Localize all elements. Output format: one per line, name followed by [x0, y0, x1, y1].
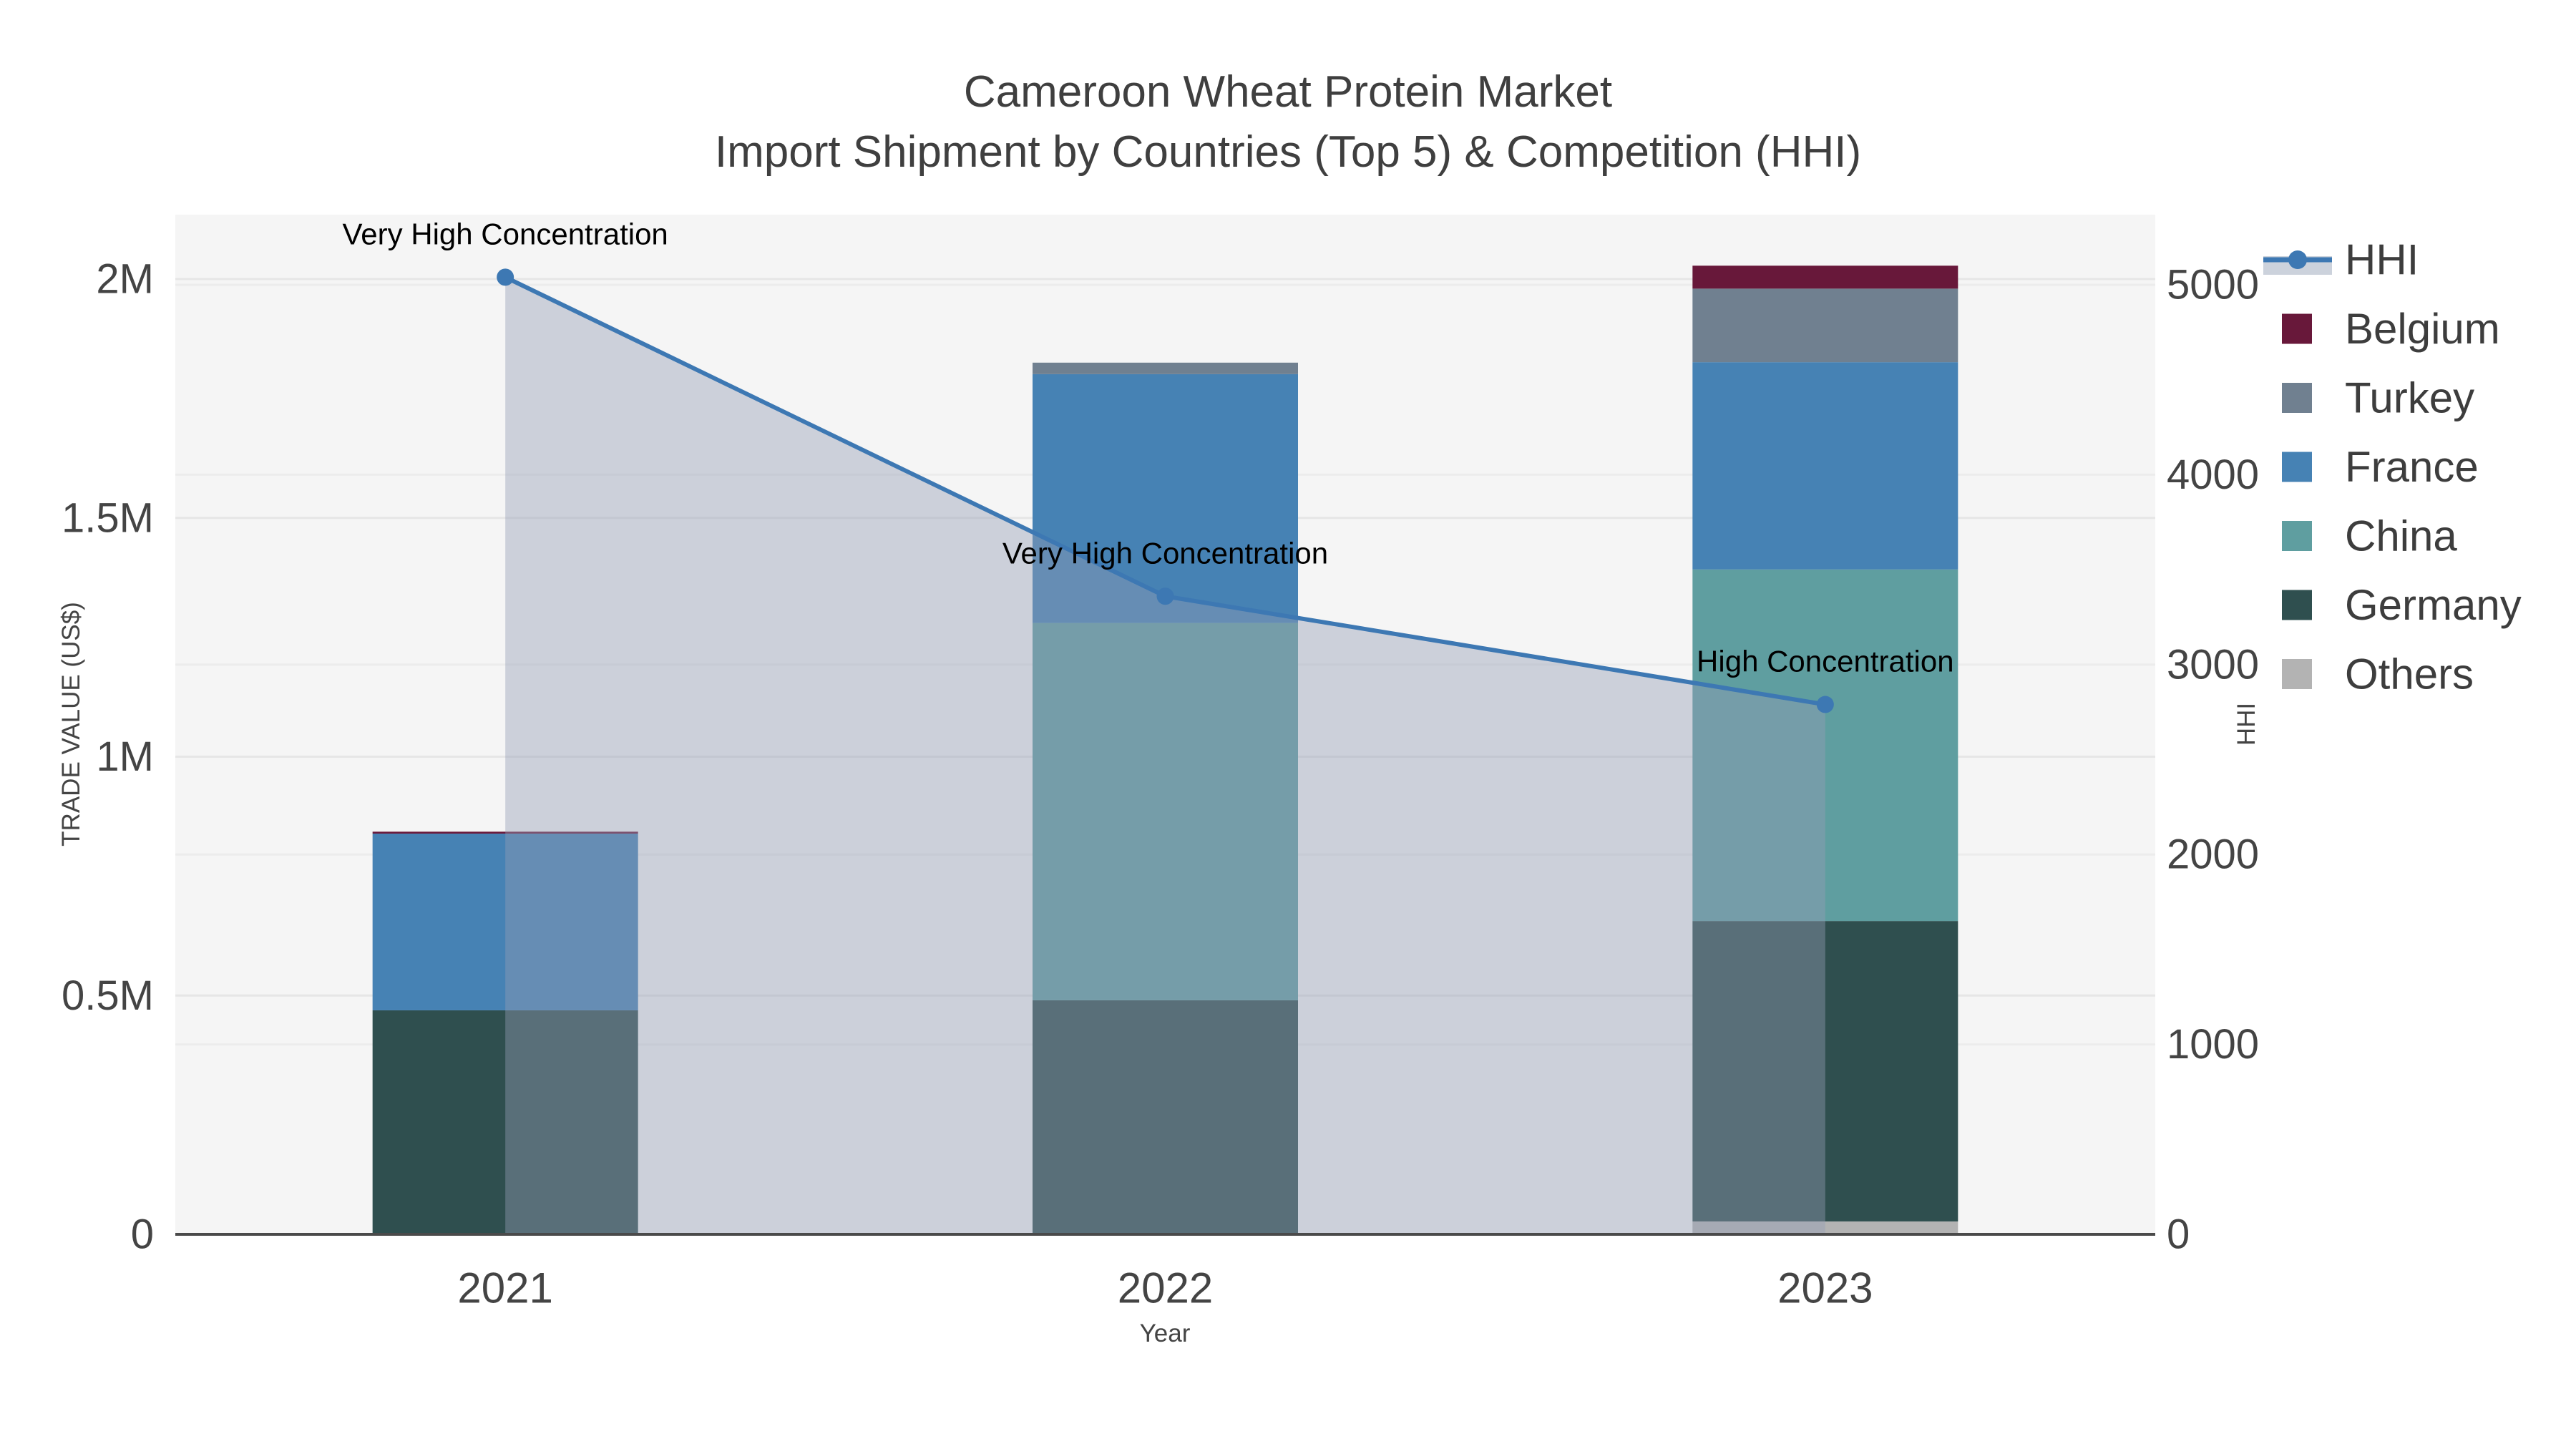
y-right-tick: 1000 — [2167, 1021, 2259, 1068]
bar-segment-turkey-2022[interactable] — [1033, 362, 1298, 374]
y-left-tick: 1M — [96, 733, 154, 780]
bar-segment-france-2023[interactable] — [1692, 362, 1958, 570]
y-left-tick: 1.5M — [62, 494, 154, 541]
legend-item-others[interactable]: Others — [2345, 650, 2474, 698]
x-tick-2022: 2022 — [1118, 1264, 1213, 1312]
legend-swatch-belgium-icon — [2282, 313, 2312, 344]
legend-swatch-france-icon — [2282, 452, 2312, 482]
y-axis-right-title: HHI — [2233, 702, 2260, 746]
y-right-tick: 0 — [2167, 1211, 2190, 1258]
bar-segment-turkey-2023[interactable] — [1692, 288, 1958, 363]
y-right-tick: 5000 — [2167, 262, 2259, 308]
y-right-tick: 3000 — [2167, 641, 2259, 688]
x-tick-2021: 2021 — [457, 1264, 552, 1312]
x-tick-2023: 2023 — [1777, 1264, 1873, 1312]
bar-segment-germany-2022[interactable] — [1033, 1000, 1298, 1234]
y-right-tick: 4000 — [2167, 452, 2259, 498]
bar-segment-china-2022[interactable] — [1033, 623, 1298, 1000]
bar-segment-belgium-2021[interactable] — [372, 831, 638, 834]
y-axis-left-title: TRADE VALUE (US$) — [57, 602, 85, 847]
legend-swatch-germany-icon — [2282, 590, 2312, 620]
legend-item-turkey[interactable]: Turkey — [2345, 374, 2474, 422]
chart-title: Cameroon Wheat Protein Market — [963, 67, 1613, 117]
legend-swatch-others-icon — [2282, 659, 2312, 689]
bar-segment-others-2023[interactable] — [1692, 1221, 1958, 1234]
x-axis-title: Year — [1139, 1319, 1191, 1347]
hhi-area-fill — [505, 277, 1825, 1234]
legend-hhi-marker-icon — [2288, 250, 2307, 269]
bar-segment-france-2022[interactable] — [1033, 374, 1298, 623]
y-left-tick: 0 — [131, 1211, 154, 1258]
bar-segment-germany-2021[interactable] — [372, 1010, 638, 1234]
annotation-2022: Very High Concentration — [1002, 536, 1328, 570]
y-left-tick: 2M — [96, 256, 154, 303]
legend-item-hhi[interactable]: HHI — [2345, 236, 2419, 284]
hhi-marker-2021[interactable] — [497, 268, 514, 286]
legend-swatch-china-icon — [2282, 521, 2312, 551]
chart-subtitle: Import Shipment by Countries (Top 5) & C… — [714, 127, 1862, 177]
legend-swatch-turkey-icon — [2282, 383, 2312, 413]
y-left-tick: 0.5M — [62, 972, 154, 1019]
bar-segment-belgium-2023[interactable] — [1692, 265, 1958, 289]
annotation-2021: Very High Concentration — [343, 217, 668, 250]
legend-item-france[interactable]: France — [2345, 443, 2479, 491]
annotation-2023: High Concentration — [1697, 645, 1954, 678]
bar-segment-china-2023[interactable] — [1692, 569, 1958, 922]
hhi-marker-2022[interactable] — [1156, 587, 1174, 605]
y-right-tick: 2000 — [2167, 831, 2259, 878]
legend-item-china[interactable]: China — [2345, 512, 2457, 560]
bar-segment-germany-2023[interactable] — [1692, 921, 1958, 1221]
legend-item-belgium[interactable]: Belgium — [2345, 305, 2500, 353]
legend-item-germany[interactable]: Germany — [2345, 581, 2522, 629]
hhi-marker-2023[interactable] — [1816, 696, 1834, 713]
bar-segment-france-2021[interactable] — [372, 833, 638, 1010]
